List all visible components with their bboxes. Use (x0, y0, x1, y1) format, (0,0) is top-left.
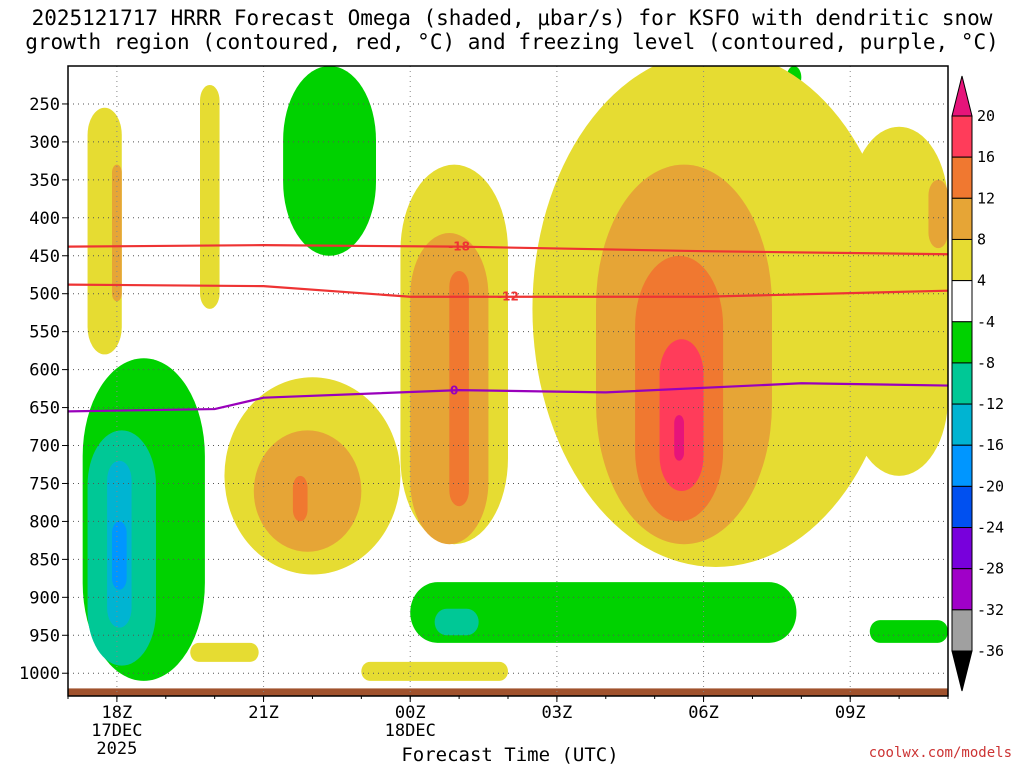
y-tick-label: 750 (29, 474, 60, 494)
y-tick-label: 250 (29, 95, 60, 115)
colorbar-segment (951, 238, 973, 282)
y-tick-label: 1000 (19, 664, 60, 684)
colorbar-segment (951, 280, 973, 323)
omega-region (850, 126, 948, 476)
y-tick-label: 650 (29, 399, 60, 419)
contour-freezing-level-0 (68, 382, 948, 413)
y-tick-label: 550 (29, 323, 60, 343)
colorbar-top-arrow (951, 75, 973, 117)
y-tick-label: 700 (29, 437, 60, 457)
y-tick-label: 800 (29, 512, 60, 532)
colorbar-label: -36 (977, 642, 1004, 660)
y-tick-label: 900 (29, 588, 60, 608)
omega-region (112, 164, 122, 302)
omega-region (190, 642, 259, 662)
x-tick-sublabel: 2025 (96, 739, 137, 759)
y-tick-label: 600 (29, 361, 60, 381)
y-tick-label: 450 (29, 247, 60, 267)
omega-region (283, 66, 376, 256)
colorbar-label: -24 (977, 519, 1004, 537)
y-tick-label: 500 (29, 285, 60, 305)
y-tick-label: 950 (29, 626, 60, 646)
chart-title: 2025121717 HRRR Forecast Omega (shaded, … (25, 6, 999, 54)
x-tick-label: 09Z (835, 703, 866, 723)
omega-region (292, 475, 308, 522)
colorbar-label: 16 (977, 148, 995, 166)
x-tick-sublabel: 17DEC (91, 721, 142, 741)
colorbar-label: -4 (977, 313, 995, 331)
x-tick-label: 18Z (102, 703, 133, 723)
colorbar-segment (951, 527, 973, 570)
omega-region (112, 521, 127, 590)
colorbar-segment (951, 403, 973, 446)
colorbar-bottom-arrow (951, 650, 973, 692)
contour-label: -12 (497, 290, 519, 304)
colorbar-label: 20 (977, 107, 995, 125)
omega-region (449, 270, 469, 507)
colorbar-label: -20 (977, 477, 1004, 495)
x-axis-label: Forecast Time (UTC) (401, 744, 619, 766)
omega-region (361, 661, 508, 681)
colorbar-label: -16 (977, 436, 1004, 454)
contour-label: 0 (450, 383, 458, 397)
omega-region (674, 415, 684, 461)
colorbar-label: -28 (977, 560, 1004, 578)
plot-layer: -18 -12 0 (68, 66, 948, 696)
contour-dgz-minus18 (68, 244, 948, 256)
colorbar-segment (951, 115, 973, 158)
colorbar-segment (951, 609, 973, 652)
colorbar-label: -12 (977, 395, 1004, 413)
x-tick-label: 21Z (248, 703, 279, 723)
y-tick-label: 400 (29, 209, 60, 229)
contour-dgz-minus12 (68, 283, 948, 298)
y-tick-label: 300 (29, 133, 60, 153)
colorbar-segment (951, 321, 973, 364)
colorbar-label: -8 (977, 354, 995, 372)
x-tick-sublabel: 18DEC (385, 721, 436, 741)
ground-strip (68, 688, 948, 696)
x-tick-label: 00Z (395, 703, 426, 723)
omega-region (928, 179, 948, 249)
colorbar-label: 4 (977, 272, 986, 290)
y-tick-label: 850 (29, 550, 60, 570)
omega-region (410, 582, 797, 643)
omega-region (434, 608, 479, 636)
colorbar-segment (951, 485, 973, 529)
colorbar-segment (951, 362, 973, 405)
y-tick-label: 350 (29, 171, 60, 191)
x-tick-label: 06Z (688, 703, 719, 723)
colorbar-label: 8 (977, 230, 986, 248)
x-tick-label: 03Z (542, 703, 573, 723)
omega-region (200, 84, 220, 309)
watermark: coolwx.com/models (868, 745, 1012, 761)
omega-region (659, 339, 704, 492)
colorbar-segment (951, 156, 973, 199)
contour-label: -18 (448, 240, 470, 254)
omega-region (869, 620, 948, 643)
colorbar-segment (951, 444, 973, 487)
colorbar-label: -32 (977, 601, 1004, 619)
colorbar-segment (951, 197, 973, 240)
colorbar-label: 12 (977, 189, 995, 207)
colorbar-segment (951, 568, 973, 611)
